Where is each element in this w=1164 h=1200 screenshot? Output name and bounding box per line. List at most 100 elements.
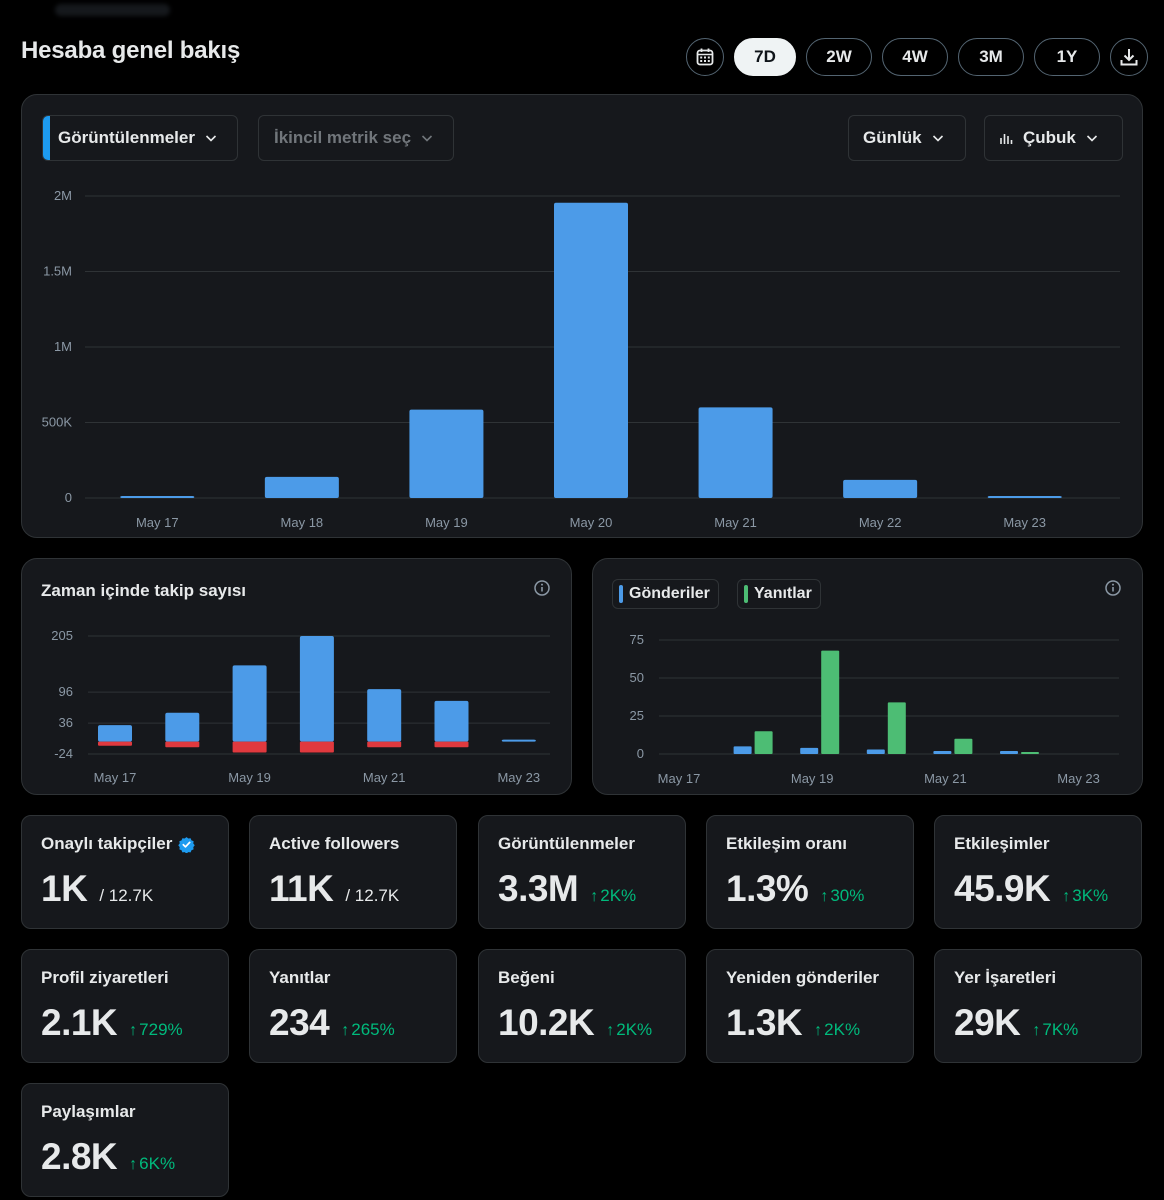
arrow-up-icon: ↑ bbox=[129, 1022, 138, 1039]
followers-loss-bar-may-17[interactable] bbox=[98, 741, 132, 746]
legend-posts[interactable]: Gönderiler bbox=[612, 579, 719, 609]
followers-loss-bar-may-22[interactable] bbox=[434, 741, 469, 748]
range-4w-button[interactable]: 4W bbox=[882, 38, 948, 76]
posts-bar-may-18[interactable] bbox=[733, 746, 752, 754]
followers-y-tick-label: 36 bbox=[59, 715, 73, 730]
replies-bar-may-18[interactable] bbox=[754, 731, 773, 754]
followers-loss-bar-may-20[interactable] bbox=[299, 741, 334, 753]
posts-bar-may-22[interactable] bbox=[1000, 750, 1018, 754]
range-7d-button[interactable]: 7D bbox=[734, 38, 796, 76]
metric-card-be-eni[interactable]: Beğeni 10.2K ↑ 2K% bbox=[478, 949, 686, 1063]
download-button[interactable] bbox=[1110, 38, 1148, 76]
metric-card-yer-i-aretleri[interactable]: Yer İşaretleri 29K ↑ 7K% bbox=[934, 949, 1142, 1063]
metric-card-g-r-nt-lenmeler[interactable]: Görüntülenmeler 3.3M ↑ 2K% bbox=[478, 815, 686, 929]
impressions-bar-chart: 2M 1.5M 1M 500K 0 May 17 May 18 May 19 May 20 May… bbox=[42, 188, 1120, 530]
followers-loss-bar-may-18[interactable] bbox=[165, 741, 200, 748]
followers-y-tick-label: 205 bbox=[51, 628, 73, 643]
metric-value-row: 10.2K ↑ 2K% bbox=[498, 1002, 652, 1044]
metric-card-onayl-takip-iler[interactable]: Onaylı takipçiler 1K / 12.7K bbox=[21, 815, 229, 929]
followers-gain-bar-may-19[interactable] bbox=[232, 665, 267, 742]
followers-gain-bar-may-20[interactable] bbox=[299, 636, 334, 742]
metric-card-payla-mlar[interactable]: Paylaşımlar 2.8K ↑ 6K% bbox=[21, 1083, 229, 1197]
replies-bar-may-21[interactable] bbox=[954, 738, 973, 754]
range-1y-button[interactable]: 1Y bbox=[1034, 38, 1100, 76]
secondary-metric-dropdown[interactable]: İkincil metrik seç bbox=[258, 115, 454, 161]
arrow-up-icon: ↑ bbox=[1062, 888, 1071, 905]
legend-replies-label: Yanıtlar bbox=[754, 585, 812, 602]
metric-label: Profil ziyaretleri bbox=[41, 968, 169, 988]
metric-change: ↑ 3K% bbox=[1062, 886, 1108, 906]
posts-bar-may-20[interactable] bbox=[866, 749, 885, 754]
followers-gain-bar-may-17[interactable] bbox=[98, 725, 132, 742]
metric-value-row: 2.1K ↑ 729% bbox=[41, 1002, 183, 1044]
followers-loss-bar-may-21[interactable] bbox=[367, 741, 402, 748]
metric-change: ↑ 2K% bbox=[590, 886, 636, 906]
followers-gain-bar-may-23[interactable] bbox=[501, 739, 536, 742]
metric-label: Yeniden gönderiler bbox=[726, 968, 879, 988]
followers-x-tick-label: May 21 bbox=[363, 770, 406, 785]
legend-replies[interactable]: Yanıtlar bbox=[737, 579, 821, 609]
metric-value-row: 1.3% ↑ 30% bbox=[726, 868, 864, 910]
posts-bar-may-19[interactable] bbox=[800, 747, 819, 754]
replies-bar-may-22[interactable] bbox=[1021, 752, 1039, 754]
arrow-up-icon: ↑ bbox=[590, 888, 599, 905]
metric-change-value: 2K% bbox=[600, 886, 637, 905]
info-icon[interactable] bbox=[1104, 579, 1122, 597]
bar-chart-icon bbox=[999, 131, 1013, 145]
posts-bar-may-21[interactable] bbox=[933, 751, 952, 754]
impressions-bar-may-23[interactable] bbox=[987, 496, 1062, 498]
impressions-bar-may-17[interactable] bbox=[120, 496, 195, 498]
followers-over-time-card: Zaman içinde takip sayısı 205 96 36 -24 May … bbox=[21, 558, 572, 795]
replies-bar-may-20[interactable] bbox=[887, 702, 906, 754]
chevron-down-icon bbox=[205, 132, 217, 144]
posts-y-tick-label: 25 bbox=[630, 708, 644, 723]
main-y-tick-label: 1.5M bbox=[43, 264, 72, 279]
metric-label-text: Active followers bbox=[269, 834, 400, 853]
followers-gain-bar-may-22[interactable] bbox=[434, 700, 469, 742]
metric-value: 1K bbox=[41, 868, 88, 909]
period-label: Günlük bbox=[863, 128, 922, 147]
followers-y-tick-label: -24 bbox=[54, 746, 73, 761]
metric-change: ↑ 729% bbox=[129, 1020, 182, 1040]
replies-bar-may-19[interactable] bbox=[821, 650, 840, 754]
metric-card-yan-tlar[interactable]: Yanıtlar 234 ↑ 265% bbox=[249, 949, 457, 1063]
period-dropdown[interactable]: Günlük bbox=[848, 115, 966, 161]
metric-value-row: 1K / 12.7K bbox=[41, 868, 153, 910]
metric-change-value: 7K% bbox=[1042, 1020, 1079, 1039]
range-3m-button[interactable]: 3M bbox=[958, 38, 1024, 76]
metric-card-active-followers[interactable]: Active followers 11K / 12.7K bbox=[249, 815, 457, 929]
metric-change-value: 3K% bbox=[1072, 886, 1109, 905]
followers-gain-bar-may-21[interactable] bbox=[367, 689, 402, 742]
followers-bar-chart: 205 96 36 -24 May 17 May 19 May 21 May 23 bbox=[51, 628, 550, 785]
arrow-up-icon: ↑ bbox=[1032, 1022, 1041, 1039]
impressions-bar-may-19[interactable] bbox=[409, 409, 484, 498]
metric-label-text: Etkileşimler bbox=[954, 834, 1050, 853]
metric-card-etkile-imler[interactable]: Etkileşimler 45.9K ↑ 3K% bbox=[934, 815, 1142, 929]
impressions-bar-may-21[interactable] bbox=[698, 407, 773, 498]
metric-card-profil-ziyaretleri[interactable]: Profil ziyaretleri 2.1K ↑ 729% bbox=[21, 949, 229, 1063]
impressions-bar-may-22[interactable] bbox=[843, 479, 918, 498]
metric-card-etkile-im-oran[interactable]: Etkileşim oranı 1.3% ↑ 30% bbox=[706, 815, 914, 929]
metric-value: 11K bbox=[269, 868, 334, 909]
metric-change: ↑ 30% bbox=[820, 886, 864, 906]
impressions-bar-may-20[interactable] bbox=[554, 202, 628, 499]
followers-x-tick-label: May 23 bbox=[497, 770, 540, 785]
calendar-button[interactable] bbox=[686, 38, 724, 76]
main-x-tick-label: May 17 bbox=[136, 515, 179, 530]
primary-metric-dropdown[interactable]: Görüntülenmeler bbox=[42, 115, 238, 161]
chevron-down-icon bbox=[421, 132, 433, 144]
metric-label-text: Beğeni bbox=[498, 968, 555, 987]
posts-replies-bar-chart: 75 50 25 0 May 17 May 19 May 21 May 23 bbox=[630, 632, 1119, 786]
range-2w-button[interactable]: 2W bbox=[806, 38, 872, 76]
metric-value: 1.3% bbox=[726, 868, 809, 909]
info-icon[interactable] bbox=[533, 579, 551, 597]
metric-label: Görüntülenmeler bbox=[498, 834, 635, 854]
impressions-bar-may-18[interactable] bbox=[264, 476, 339, 498]
followers-gain-bar-may-18[interactable] bbox=[165, 712, 200, 742]
metric-card-yeniden-g-nderiler[interactable]: Yeniden gönderiler 1.3K ↑ 2K% bbox=[706, 949, 914, 1063]
followers-loss-bar-may-19[interactable] bbox=[232, 741, 267, 753]
followers-y-tick-label: 96 bbox=[59, 684, 73, 699]
metric-change: ↑ 2K% bbox=[814, 1020, 860, 1040]
main-chart-card: Görüntülenmeler İkincil metrik seç Günlü… bbox=[21, 94, 1143, 538]
chart-type-dropdown[interactable]: Çubuk bbox=[984, 115, 1123, 161]
